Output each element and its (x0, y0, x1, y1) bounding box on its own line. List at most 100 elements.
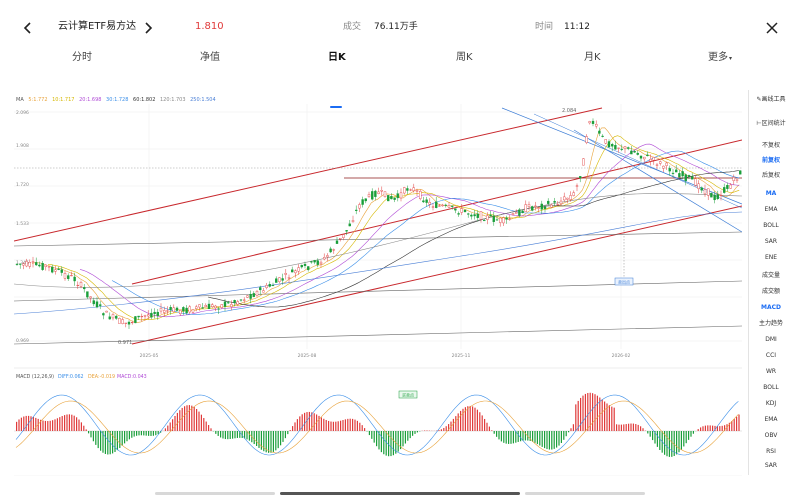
kline-chart[interactable]: 2.096 1.908 1.720 1.533 1.345 0.969 2025… (14, 104, 742, 476)
candle-body (412, 187, 415, 192)
macd-bar (532, 431, 534, 442)
candle-body (700, 187, 703, 191)
macd-bar (107, 431, 109, 455)
candle-body (92, 300, 96, 305)
sidebar-item-wr[interactable]: WR (765, 368, 777, 375)
macd-bar (145, 431, 147, 436)
macd-bar (572, 424, 574, 431)
tab-intraday[interactable]: 分时 (72, 52, 92, 63)
candle-body (262, 290, 265, 293)
candle-body (598, 130, 601, 134)
candle-body (175, 307, 179, 311)
macd-bar (731, 421, 733, 431)
macd-bar (265, 431, 267, 453)
signal-annotation[interactable]: 卖出点 (614, 277, 634, 286)
scroll-thumb[interactable] (280, 492, 520, 495)
candle-body (95, 301, 99, 308)
macd-bar (167, 425, 169, 431)
top-bar: 云计算ETF易方达 1.810 成交 76.11万手 时间 11:12 (0, 0, 800, 50)
gray-line-1 (14, 231, 742, 247)
tab-monthly-k[interactable]: 月K (584, 52, 601, 63)
sidebar-item-ma[interactable]: MA (765, 190, 777, 197)
candle-body (559, 200, 563, 205)
macd-bar (524, 431, 526, 441)
macd-dea-value: DEA:-0.019 (88, 374, 115, 380)
sidebar-item-kdj[interactable]: KDJ (765, 400, 777, 407)
candle-body (150, 312, 153, 318)
candle-body (396, 193, 399, 199)
sidebar-item-sar-2[interactable]: SAR (764, 462, 778, 469)
close-button[interactable] (760, 16, 784, 40)
sidebar-item-ene[interactable]: ENE (764, 254, 778, 261)
macd-bar (457, 413, 459, 431)
sidebar-item-cci[interactable]: CCI (765, 352, 777, 359)
macd-bar (316, 414, 318, 431)
candle-body (41, 263, 44, 270)
macd-bar (673, 431, 675, 456)
macd-bar (136, 431, 138, 436)
macd-bar (299, 416, 301, 431)
macd-bar (640, 426, 642, 431)
tab-weekly-k[interactable]: 周K (456, 52, 473, 63)
macd-bar (56, 418, 58, 431)
range-stats-button[interactable]: ⊢区间统计 (749, 120, 793, 128)
y-axis-labels: 2.096 1.908 1.720 1.533 1.345 0.969 (16, 110, 29, 344)
macd-bar (380, 431, 382, 453)
sidebar-item-backward-adjusted[interactable]: 后复权 (761, 172, 780, 179)
macd-bar (642, 428, 644, 431)
macd-bar (71, 414, 73, 431)
drawing-tools-button[interactable]: ✎画线工具 (749, 96, 793, 104)
macd-annotation[interactable]: 买卖点 (398, 390, 418, 399)
macd-bar (203, 418, 205, 431)
macd-bar (35, 417, 37, 431)
macd-bar (280, 431, 282, 446)
sidebar-item-forward-adjusted[interactable]: 前复权 (761, 157, 780, 164)
macd-bar (668, 431, 670, 457)
next-security-button[interactable] (136, 16, 160, 40)
macd-bar (210, 428, 212, 431)
candle-body (668, 168, 671, 172)
macd-bar (352, 418, 354, 431)
sidebar-item-macd[interactable]: MACD (761, 304, 781, 311)
sidebar-item-boll-2[interactable]: BOLL (763, 384, 779, 391)
candle-body (323, 257, 326, 260)
macd-bar (73, 415, 75, 431)
candle-body (54, 269, 57, 272)
macd-bar (707, 425, 709, 431)
candle-body (319, 261, 323, 265)
macd-bar (289, 430, 291, 431)
sidebar-item-sar[interactable]: SAR (764, 238, 778, 245)
macd-bar (337, 421, 339, 431)
macd-bar (172, 419, 174, 431)
macd-bar (306, 412, 308, 431)
macd-bar (580, 397, 582, 431)
tab-daily-k[interactable]: 日K (328, 52, 346, 63)
macd-bar (200, 414, 202, 431)
macd-bar (119, 431, 121, 448)
macd-bar (452, 418, 454, 431)
sidebar-item-dmi[interactable]: DMI (765, 336, 777, 343)
macd-bar (515, 431, 517, 443)
sidebar-item-rsi[interactable]: RSI (766, 448, 776, 455)
sidebar-item-boll[interactable]: BOLL (763, 222, 779, 229)
macd-bar (361, 425, 363, 431)
tab-nav[interactable]: 净值 (200, 52, 220, 63)
sidebar-item-volume[interactable]: 成交量 (761, 272, 780, 279)
macd-bar (138, 431, 140, 436)
back-button[interactable] (16, 16, 40, 40)
macd-bar (613, 407, 615, 431)
sidebar-item-obv[interactable]: OBV (764, 432, 778, 439)
candle-body (169, 307, 172, 310)
sidebar-item-ema[interactable]: EMA (764, 206, 778, 213)
sidebar-item-turnover[interactable]: 成交额 (761, 288, 780, 295)
candle-body (607, 141, 611, 148)
candle-body (185, 307, 188, 314)
tab-more[interactable]: 更多▾ (708, 48, 732, 63)
macd-bar (229, 431, 231, 440)
sidebar-item-unadjusted[interactable]: 不复权 (761, 142, 780, 149)
sidebar-item-ema-2[interactable]: EMA (764, 416, 778, 423)
candle-body (726, 185, 729, 189)
candle-body (294, 270, 297, 274)
macd-bar (560, 431, 562, 443)
sidebar-item-main-trend[interactable]: 主力趋势 (758, 320, 783, 327)
